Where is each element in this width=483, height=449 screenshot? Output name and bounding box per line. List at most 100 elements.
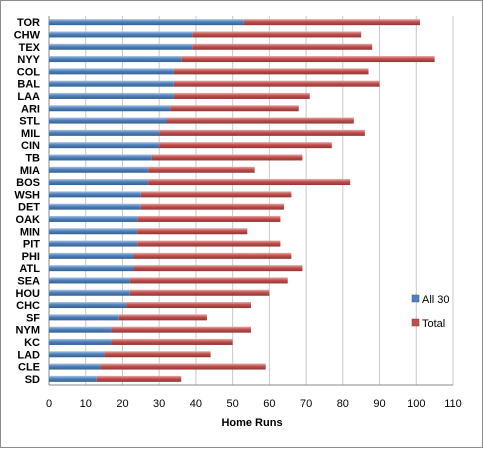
category-label-phi: PHI — [22, 251, 40, 263]
category-label-min: MIN — [20, 226, 40, 238]
category-label-tex: TEX — [19, 42, 41, 54]
bar-all-30-mia — [49, 166, 149, 173]
x-tick-label: 10 — [80, 398, 92, 410]
bar-all-30-bal — [49, 80, 174, 87]
bar-total-nyy — [181, 56, 435, 63]
bar-all-30-tor — [49, 19, 244, 26]
category-label-lad: LAD — [17, 349, 40, 361]
bar-total-cle — [100, 363, 266, 370]
category-label-chw: CHW — [14, 29, 41, 41]
category-label-atl: ATL — [19, 263, 40, 275]
bar-all-30-sea — [49, 277, 130, 284]
bar-total-col — [173, 68, 369, 75]
bar-all-30-bos — [49, 179, 149, 186]
bar-total-ari — [170, 105, 299, 112]
legend: All 30 Total — [411, 294, 450, 330]
bar-total-oak — [137, 215, 281, 222]
bar-all-30-ari — [49, 105, 171, 112]
bar-all-30-wsh — [49, 191, 141, 198]
bar-all-30-pit — [49, 240, 138, 247]
bar-all-30-nym — [49, 326, 112, 333]
bar-all-30-stl — [49, 117, 167, 124]
category-label-nym: NYM — [16, 325, 40, 337]
bar-total-bos — [148, 179, 351, 186]
bar-all-30-sf — [49, 314, 119, 321]
bar-total-atl — [133, 265, 303, 272]
x-tick-label: 60 — [263, 398, 275, 410]
category-label-sea: SEA — [17, 275, 40, 287]
bar-all-30-phi — [49, 252, 134, 259]
category-label-bal: BAL — [17, 79, 40, 91]
bar-all-30-kc — [49, 338, 112, 345]
category-labels: TORCHWTEXNYYCOLBALLAAARISTLMILCINTBMIABO… — [14, 17, 41, 386]
bar-all-30-det — [49, 203, 141, 210]
bars — [49, 19, 435, 382]
bar-total-cin — [159, 142, 332, 149]
category-label-cle: CLE — [18, 362, 40, 374]
legend-swatch-total — [411, 318, 420, 327]
bar-total-stl — [166, 117, 354, 124]
bar-all-30-mil — [49, 129, 160, 136]
category-label-tor: TOR — [17, 17, 40, 29]
bar-total-tex — [192, 43, 373, 50]
bar-total-sea — [129, 277, 288, 284]
bar-total-phi — [133, 252, 292, 259]
x-tick-label: 50 — [227, 398, 239, 410]
bar-all-30-min — [49, 228, 138, 235]
category-label-hou: HOU — [16, 288, 41, 300]
x-tick-label: 70 — [300, 398, 312, 410]
category-label-stl: STL — [19, 116, 40, 128]
bar-total-mia — [148, 166, 255, 173]
legend-label-total: Total — [422, 318, 445, 330]
bar-total-tb — [151, 154, 303, 161]
bar-total-nym — [111, 326, 251, 333]
x-tick-labels: 0 10 20 30 40 50 60 70 80 90 100 110 — [46, 398, 462, 410]
bar-total-det — [140, 203, 285, 210]
x-tick-label: 80 — [337, 398, 349, 410]
bar-all-30-nyy — [49, 56, 182, 63]
category-label-col: COL — [17, 66, 41, 78]
bar-total-sd — [96, 375, 182, 382]
bar-all-30-cle — [49, 363, 101, 370]
bar-all-30-tb — [49, 154, 152, 161]
category-label-sd: SD — [25, 374, 40, 386]
bar-all-30-hou — [49, 289, 130, 296]
category-label-nyy: NYY — [17, 54, 40, 66]
bar-total-wsh — [140, 191, 292, 198]
x-tick-label: 30 — [153, 398, 165, 410]
bar-all-30-oak — [49, 215, 138, 222]
bar-total-chw — [192, 31, 362, 38]
category-label-mil: MIL — [21, 128, 40, 140]
x-tick-label: 20 — [116, 398, 128, 410]
bar-all-30-cin — [49, 142, 160, 149]
bar-total-pit — [137, 240, 281, 247]
bar-all-30-sd — [49, 375, 97, 382]
legend-swatch-all-30 — [411, 294, 420, 303]
bar-all-30-laa — [49, 92, 174, 99]
category-label-pit: PIT — [23, 239, 40, 251]
x-tick-label: 90 — [373, 398, 385, 410]
gridlines — [48, 16, 454, 386]
bar-total-laa — [173, 92, 310, 99]
category-label-ari: ARI — [21, 103, 40, 115]
bar-all-30-chw — [49, 31, 193, 38]
x-axis-title: Home Runs — [221, 417, 282, 429]
category-label-laa: LAA — [17, 91, 40, 103]
category-label-det: DET — [18, 202, 40, 214]
bar-total-mil — [159, 129, 365, 136]
bar-total-bal — [173, 80, 380, 87]
category-label-sf: SF — [26, 312, 40, 324]
x-tick-label: 0 — [46, 398, 52, 410]
category-label-cin: CIN — [21, 140, 40, 152]
x-tick-label: 110 — [444, 398, 462, 410]
category-label-oak: OAK — [16, 214, 41, 226]
bar-all-30-lad — [49, 351, 105, 358]
bar-total-sf — [118, 314, 207, 321]
legend-label-all-30: All 30 — [422, 294, 450, 306]
bar-all-30-col — [49, 68, 174, 75]
bar-all-30-atl — [49, 265, 134, 272]
bar-total-chc — [126, 302, 251, 309]
category-label-chc: CHC — [16, 300, 40, 312]
category-label-wsh: WSH — [14, 189, 40, 201]
